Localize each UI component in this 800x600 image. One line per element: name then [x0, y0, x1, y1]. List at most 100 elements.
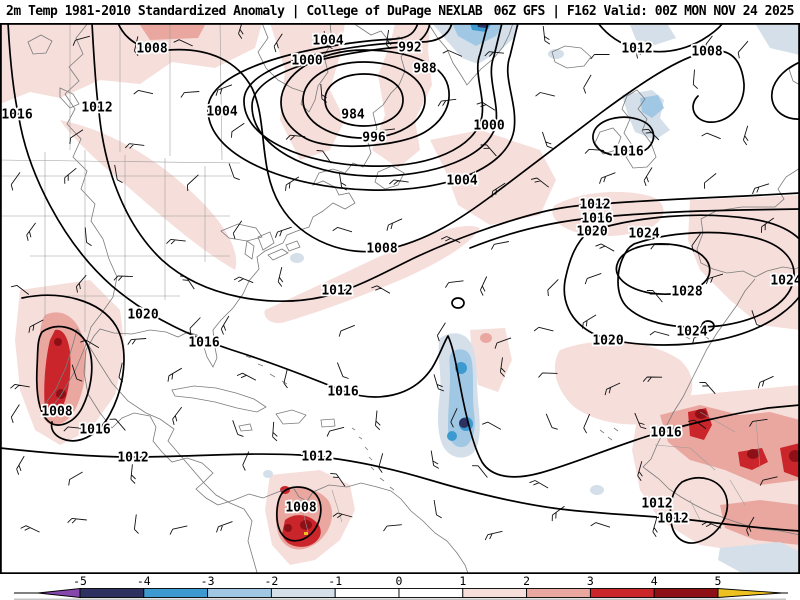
- anomaly-region--1: [590, 485, 604, 495]
- anomaly-region-+4: [54, 338, 62, 346]
- colorbar-area: -5 -4 -3 -2 -1 0 1 2 3 4 5: [0, 574, 800, 600]
- coastline: [621, 89, 657, 169]
- coastline: [267, 248, 289, 261]
- anomaly-region--1: [263, 470, 273, 478]
- anomaly-region--1: [290, 253, 304, 263]
- anomaly-region--1: [718, 542, 800, 574]
- colorbar-segment: [526, 588, 591, 598]
- isobar-contours: [0, 23, 800, 544]
- colorbar-tick: 0: [396, 574, 403, 588]
- isobar-1008c: [276, 486, 322, 542]
- isobar-label: 1016: [1, 108, 32, 123]
- map-title: 2m Temp 1981-2010 Standardized Anomaly |…: [6, 4, 483, 19]
- isobar-1016: [7, 23, 800, 478]
- anomaly-region-+1: [470, 328, 512, 392]
- border-line: [331, 489, 343, 523]
- colorbar-tick: 2: [523, 574, 530, 588]
- anomaly-region--2: [452, 23, 504, 46]
- colorbar-segment: [334, 588, 400, 598]
- colorbar-segment: [270, 588, 336, 598]
- isobar-984: [324, 73, 404, 127]
- isobar-988: [302, 61, 426, 139]
- anomaly-region-+2: [480, 333, 492, 343]
- isobar-label: 1012: [117, 451, 148, 466]
- isobar-label: 1024: [770, 274, 800, 289]
- coastlines: [27, 23, 800, 574]
- isobar-o1: [451, 297, 465, 309]
- isobar-label: 1012: [621, 42, 652, 57]
- isobar-label: 1012: [321, 284, 352, 299]
- colorbar-segment: [143, 588, 209, 598]
- isobar-label: 1004: [312, 34, 343, 49]
- colorbar-segment: [653, 588, 719, 598]
- coastline: [696, 167, 800, 278]
- isobar-label: 1024: [676, 325, 707, 340]
- isobar-label: 1004: [206, 105, 237, 120]
- coastline: [220, 223, 263, 242]
- isobar-996: [243, 23, 489, 167]
- coastline: [275, 409, 307, 425]
- isobar-label: 1016: [650, 426, 681, 441]
- title-bar: 2m Temp 1981-2010 Standardized Anomaly |…: [0, 0, 800, 23]
- border-line: [689, 499, 701, 521]
- anomaly-region-+1: [430, 130, 556, 225]
- map-canvas: 1016 101210081004100410009929889849961000…: [0, 23, 800, 574]
- anomaly-region--4: [459, 418, 469, 428]
- isobar-label: 1000: [291, 54, 322, 69]
- isobar-label: 1012: [301, 450, 332, 465]
- isobar-label: 1024: [628, 227, 659, 242]
- border-line: [729, 479, 746, 506]
- wind-barbs: [10, 23, 778, 541]
- border-line: [0, 159, 241, 164]
- anomaly-region-+1: [0, 23, 262, 104]
- isobar-label: 1016: [581, 212, 612, 227]
- anomaly-region-+4: [695, 409, 707, 419]
- anomaly-region-+4: [747, 449, 759, 459]
- colorbar-segment: [398, 588, 464, 598]
- coastline: [83, 23, 410, 429]
- coastline: [599, 427, 619, 441]
- isobar-label: 1016: [188, 336, 219, 351]
- colorbar-tick: 4: [651, 574, 658, 588]
- anomaly-region-+1: [264, 225, 480, 324]
- isobar-1020: [563, 214, 800, 346]
- isobar-1016n: [469, 208, 800, 249]
- colorbar-tick: -3: [201, 574, 215, 588]
- anomaly-region-+4: [284, 524, 292, 532]
- coastline: [27, 34, 53, 55]
- anomaly-region-+2: [720, 500, 800, 545]
- coastline: [238, 423, 253, 432]
- colorbar-segment: [462, 588, 528, 598]
- coastline: [217, 482, 469, 574]
- isobar-1028: [615, 243, 711, 295]
- colorbar-tick: -1: [328, 574, 342, 588]
- anomaly-region--1: [630, 25, 676, 45]
- anomaly-region-+4: [56, 389, 66, 399]
- isobar-label: 1012: [657, 512, 688, 527]
- anomaly-region-+1: [60, 120, 237, 270]
- isobar-1012: [91, 23, 800, 302]
- isobar-label: 1016: [79, 423, 110, 438]
- coastline: [59, 87, 80, 109]
- isobar-label: 1008: [366, 242, 397, 257]
- isobar-1016m: [21, 294, 125, 442]
- border-line: [699, 411, 736, 433]
- colorbar-segment: [589, 588, 655, 598]
- isobar-label: 1028: [671, 285, 702, 300]
- isobar-1008m: [35, 325, 93, 426]
- coastline: [111, 412, 219, 506]
- isobar-label: 1000: [473, 119, 504, 134]
- isobar-label: 1012: [579, 198, 610, 213]
- isobar-label: 1020: [127, 308, 158, 323]
- map-area: 1016 1012 1008 1004 1004 1000 992 988 984 996 1000…: [0, 23, 800, 574]
- colorbar-arrow-left: [37, 587, 81, 599]
- isobar-992: [280, 49, 450, 148]
- anomaly-region-+2: [140, 25, 205, 40]
- coastline: [642, 278, 800, 536]
- colorbar-tick: 3: [587, 574, 594, 588]
- isobar-1012i: [597, 23, 724, 53]
- anomaly-region-+1: [552, 191, 664, 237]
- isobar-label: 992: [398, 41, 421, 56]
- colorbar-tick: -2: [264, 574, 278, 588]
- map-frame: [0, 23, 800, 574]
